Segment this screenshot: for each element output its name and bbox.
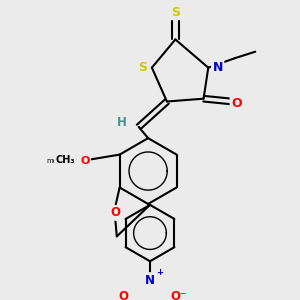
Text: O⁻: O⁻ [170, 290, 186, 300]
Text: S: S [138, 61, 147, 74]
Text: H: H [117, 116, 127, 129]
Text: O: O [110, 206, 120, 219]
Text: O: O [119, 290, 129, 300]
Text: N: N [212, 61, 223, 74]
Text: O: O [231, 97, 242, 110]
Text: CH₃: CH₃ [55, 155, 75, 165]
Text: O: O [80, 156, 89, 166]
Text: +: + [157, 268, 164, 278]
Text: N: N [145, 274, 155, 286]
Text: methoxy: methoxy [46, 158, 76, 164]
Text: S: S [171, 6, 180, 19]
